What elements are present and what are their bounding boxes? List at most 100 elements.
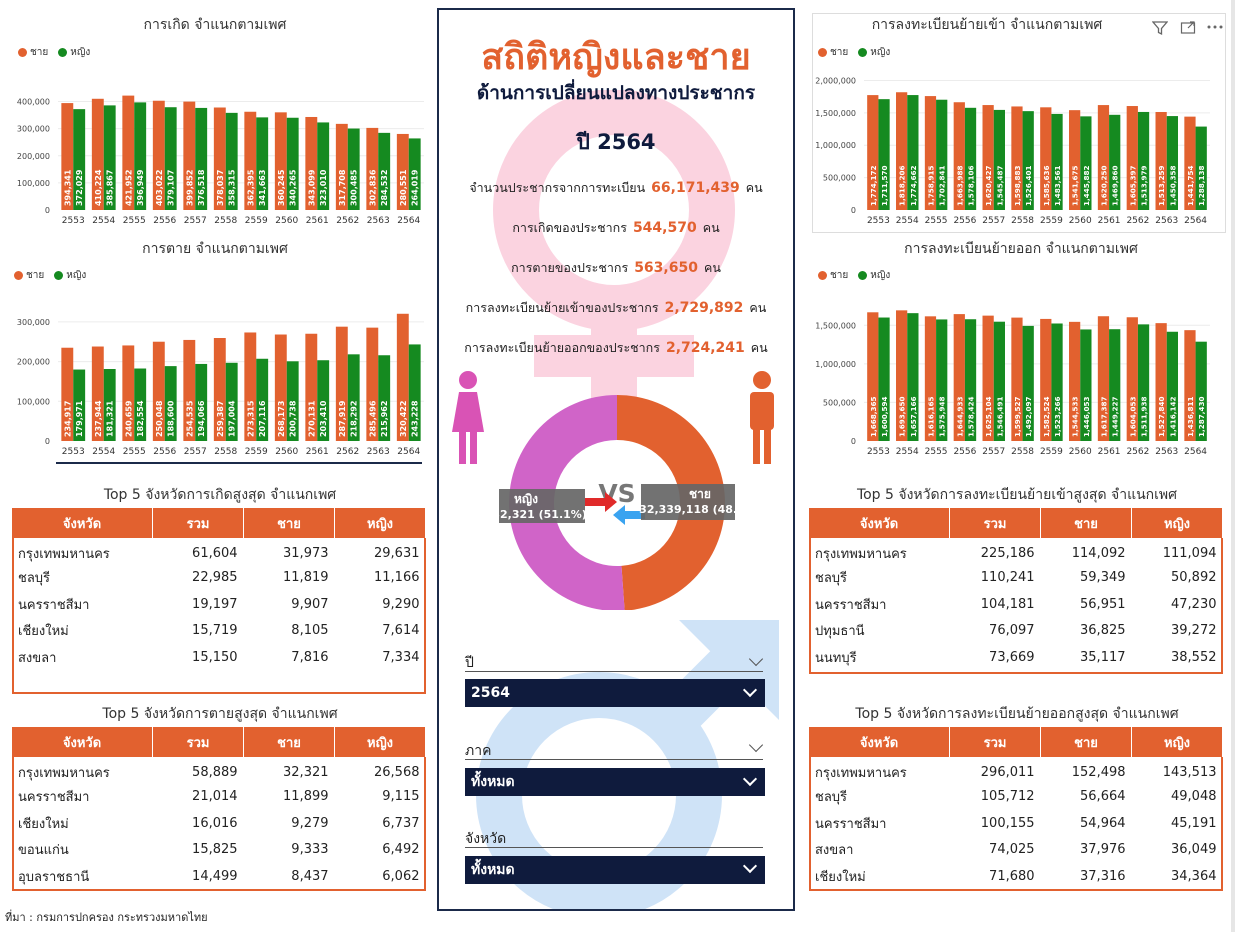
province-slicer-dropdown[interactable]: ทั้งหมด [465, 856, 765, 884]
value-cell: 58,889 [192, 764, 238, 780]
data-label: 203,410 [319, 400, 328, 437]
y-tick-label: 1,500,000 [815, 109, 856, 118]
table-header[interactable]: จังหวัด [12, 508, 154, 538]
table-header[interactable]: หญิง [1131, 727, 1223, 757]
data-label: 1,693,650 [898, 397, 907, 437]
bar-male [91, 98, 104, 210]
x-tick-label: 2557 [982, 216, 1005, 226]
table-row: นนทบุรี 73,669 35,117 38,552 [809, 644, 1223, 671]
filter-icon[interactable] [1152, 20, 1168, 36]
data-label: 197,004 [228, 400, 237, 437]
table-header[interactable]: จังหวัด [12, 727, 154, 757]
value-cell: 110,241 [980, 570, 1035, 586]
x-tick-label: 2555 [925, 447, 948, 457]
table-row: กรุงเทพมหานคร 296,011 152,498 143,513 [809, 757, 1223, 784]
data-label: 1,617,387 [1099, 397, 1108, 437]
table-header[interactable]: รวม [152, 727, 245, 757]
bar-male [1184, 116, 1196, 210]
value-cell: 15,825 [192, 842, 238, 858]
panel-subtitle: ด้านการเปลี่ยนแปลงทางประชากร [476, 82, 756, 104]
value-cell: 61,604 [192, 545, 238, 561]
bar-female [164, 366, 177, 441]
bar-male [1184, 330, 1196, 441]
data-label: 317,708 [338, 169, 347, 206]
value-cell: 104,181 [980, 596, 1035, 612]
province-cell: ชลบุรี [18, 571, 51, 587]
x-tick-label: 2559 [1040, 447, 1063, 457]
bar-male [1126, 106, 1138, 210]
table-header[interactable]: ชาย [1040, 727, 1133, 757]
value-cell: 29,631 [374, 545, 420, 561]
value-cell: 76,097 [989, 623, 1035, 639]
scrollbar[interactable] [1231, 0, 1235, 932]
y-tick-label: 500,000 [823, 174, 856, 183]
bar-female [1195, 341, 1207, 441]
more-options-icon[interactable] [1206, 24, 1224, 30]
province-cell: กรุงเทพมหานคร [815, 546, 907, 562]
value-cell: 9,279 [291, 815, 329, 831]
region-slicer-label: ภาค [465, 743, 492, 759]
bar-female [1022, 325, 1034, 441]
value-cell: 143,513 [1162, 764, 1217, 780]
value-cell: 9,907 [291, 596, 329, 612]
deaths-legend: ชาย หญิง [14, 268, 86, 283]
year-slicer-label: ปี [465, 655, 474, 671]
data-label: 1,545,487 [995, 166, 1004, 206]
value-cell: 49,048 [1171, 789, 1217, 805]
region-slicer-dropdown[interactable]: ทั้งหมด [465, 768, 765, 796]
table-header[interactable]: รวม [949, 727, 1042, 757]
data-label: 396,949 [136, 169, 145, 206]
x-tick-label: 2564 [1184, 447, 1207, 457]
table-header[interactable]: จังหวัด [809, 508, 951, 538]
data-label: 1,598,883 [1013, 166, 1022, 206]
bar-female [936, 99, 948, 210]
data-label: 1,604,053 [1128, 397, 1137, 437]
bar-male [1069, 321, 1081, 441]
year-slicer-dropdown[interactable]: 2564 [465, 679, 765, 707]
male-person-icon [750, 371, 774, 464]
bar-male [867, 95, 879, 210]
bar-female [878, 317, 890, 441]
stat-deaths: การตายของประชากร 563,650 คน [511, 260, 721, 276]
value-cell: 114,092 [1071, 545, 1126, 561]
data-label: 362,395 [246, 169, 255, 206]
table-header[interactable]: ชาย [1040, 508, 1133, 538]
bar-male [335, 326, 348, 441]
female-symbol-bg [493, 90, 735, 410]
province-cell: นครราชสีมา [18, 597, 90, 613]
province-cell: กรุงเทพมหานคร [815, 765, 907, 781]
value-cell: 34,364 [1171, 868, 1217, 884]
focus-mode-icon[interactable] [1180, 20, 1196, 36]
x-tick-label: 2564 [397, 447, 420, 457]
table-header[interactable]: จังหวัด [809, 727, 951, 757]
value-cell: 22,985 [192, 570, 238, 586]
panel-year: ปี 2564 [576, 130, 656, 154]
male-label-box [641, 484, 735, 520]
bar-female [1109, 114, 1121, 210]
table-header[interactable]: หญิง [1131, 508, 1223, 538]
table-header[interactable]: ชาย [243, 508, 336, 538]
bar-female [907, 313, 919, 441]
x-tick-label: 2560 [275, 447, 298, 457]
bar-male [152, 341, 165, 441]
value-cell: 47,230 [1171, 596, 1217, 612]
births-chart: 0 100,000 200,000 300,000 400,000 394,341 372,… [17, 95, 424, 226]
table-header[interactable]: หญิง [334, 727, 426, 757]
bar-female [195, 363, 208, 441]
legend-male: ชาย [818, 268, 848, 283]
move-out-chart: 0 500,000 1,000,000 1,500,000 1,668,365 1,600… [815, 310, 1210, 457]
bar-male [396, 313, 409, 441]
bar-female [134, 102, 147, 210]
table-header[interactable]: รวม [152, 508, 245, 538]
province-cell: อุบลราชธานี [18, 869, 90, 885]
data-label: 1,599,527 [1013, 397, 1022, 437]
table-header[interactable]: ชาย [243, 727, 336, 757]
legend-female: หญิง [858, 45, 890, 60]
x-tick-label: 2558 [214, 447, 237, 457]
bar-male [396, 133, 409, 210]
bar-female [378, 132, 391, 210]
table-header[interactable]: หญิง [334, 508, 426, 538]
data-label: 254,535 [185, 400, 194, 437]
value-cell: 11,899 [283, 789, 329, 805]
table-header[interactable]: รวม [949, 508, 1042, 538]
